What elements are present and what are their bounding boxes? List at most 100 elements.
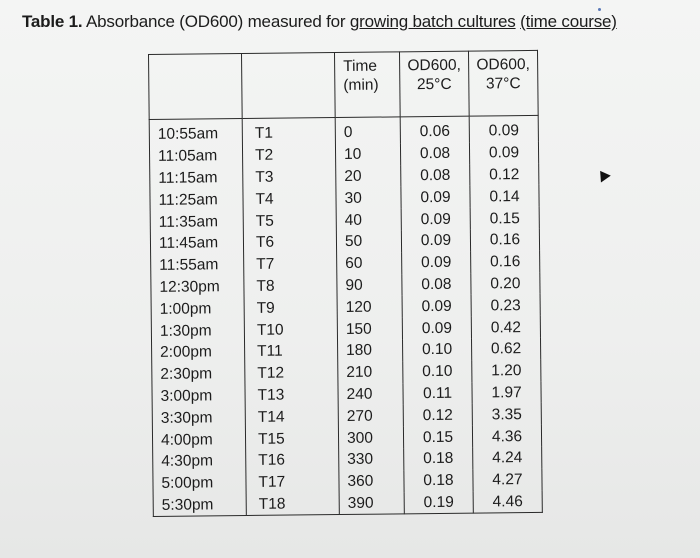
cell-timepoint: T12 [244,361,338,385]
cell-clock-time: 11:55am [150,253,244,277]
cell-timepoint: T16 [245,448,339,472]
cell-clock-time: 11:15am [149,166,243,190]
table-row: 10:55am T1 0 0.06 0.09 [149,115,539,146]
table-container: Time (min) OD600, 25°C OD600, 37°C 10:55am T… [148,50,543,517]
cell-od600-37c: 4.46 [473,490,543,514]
header-clock-time [148,53,243,120]
cell-clock-time: 11:25am [149,188,244,212]
cell-time-min: 30 [335,186,402,210]
cell-od600-25c: 0.09 [401,207,471,231]
cell-od600-37c: 0.12 [469,163,539,187]
table-row: 5:30pm T18 390 0.19 4.46 [153,490,543,517]
cell-od600-25c: 0.18 [403,469,474,492]
cell-clock-time: 2:00pm [151,340,245,364]
cell-od600-37c: 0.09 [469,115,539,143]
cell-od600-37c: 1.20 [471,359,541,383]
cell-od600-25c: 0.06 [400,116,470,144]
cell-clock-time: 11:45am [150,231,244,255]
cell-od600-25c: 0.08 [400,164,470,187]
cell-timepoint: T5 [243,209,337,232]
cell-od600-25c: 0.18 [403,447,473,471]
cell-time-min: 240 [337,382,404,406]
caption-label: Table 1. [22,12,83,31]
cell-od600-37c: 0.09 [469,141,539,165]
cell-time-min: 270 [338,404,404,428]
cell-od600-25c: 0.12 [403,403,473,427]
cell-od600-25c: 0.09 [401,251,471,274]
cell-od600-37c: 0.62 [471,337,541,361]
blue-dot [598,8,601,11]
cell-od600-37c: 1.97 [471,381,542,404]
cell-od600-37c: 0.16 [470,250,540,274]
cell-od600-37c: 0.15 [470,207,540,230]
cell-timepoint: T13 [244,383,339,407]
absorbance-table: Time (min) OD600, 25°C OD600, 37°C 10:55am T… [148,50,543,517]
cell-time-min: 120 [337,295,403,319]
caption-text: Absorbance (OD600) measured for [82,12,350,31]
cell-od600-25c: 0.10 [402,360,472,383]
cell-clock-time: 1:30pm [151,319,245,342]
cell-od600-37c: 0.20 [470,272,541,296]
cell-od600-25c: 0.15 [403,425,473,449]
cell-timepoint: T6 [243,231,337,254]
header-line: OD600, [407,56,461,75]
cell-od600-25c: 0.10 [402,338,472,362]
cell-od600-37c: 4.24 [472,446,542,470]
cell-clock-time: 12:30pm [150,275,245,299]
cell-time-min: 50 [336,230,402,253]
cell-time-min: 330 [338,448,404,471]
table-caption: Table 1. Absorbance (OD600) measured for… [22,12,617,32]
caption-time-course: (time course) [520,12,617,31]
cell-time-min: 40 [336,208,402,232]
cell-od600-25c: 0.09 [401,229,471,253]
cell-time-min: 180 [337,339,403,362]
cell-clock-time: 11:35am [150,210,244,233]
header-line: (min) [343,76,379,94]
cell-timepoint: T3 [242,165,336,189]
header-od600-25c: OD600, 25°C [399,51,470,117]
cell-od600-25c: 0.08 [400,142,470,165]
cell-time-min: 20 [335,164,401,188]
cell-time-min: 300 [338,426,404,449]
cell-od600-37c: 0.14 [469,185,540,208]
header-line: 25°C [416,75,452,94]
cell-timepoint: T10 [244,318,338,341]
cell-clock-time: 4:30pm [152,449,246,473]
cell-timepoint: T8 [243,274,338,298]
cell-od600-25c: 0.08 [401,273,472,296]
cell-od600-37c: 0.42 [471,316,541,339]
cell-clock-time: 5:00pm [152,471,247,495]
cell-clock-time: 4:00pm [152,428,246,451]
cell-time-min: 360 [338,470,405,493]
cell-timepoint: T15 [245,427,339,450]
cell-timepoint: T4 [242,187,337,211]
cell-od600-25c: 0.09 [402,295,472,318]
cell-od600-37c: 0.23 [471,294,541,317]
cell-od600-37c: 3.35 [472,403,542,426]
cell-od600-25c: 0.09 [402,316,472,340]
cell-timepoint: T11 [244,339,338,363]
cell-clock-time: 3:30pm [152,406,246,430]
cell-od600-37c: 0.16 [470,228,540,252]
cell-od600-25c: 0.11 [402,382,473,405]
cell-timepoint: T7 [243,252,337,276]
cell-time-min: 10 [335,143,401,166]
cell-clock-time: 3:00pm [151,384,246,408]
cell-clock-time: 5:30pm [153,493,247,517]
cell-clock-time: 11:05am [149,144,243,168]
cell-timepoint: T18 [246,492,340,516]
cell-time-min: 0 [335,116,401,144]
header-line: OD600, [476,56,530,74]
cell-od600-37c: 4.27 [472,468,543,492]
cell-timepoint: T9 [244,296,338,320]
cell-timepoint: T17 [245,470,340,494]
cell-timepoint: T14 [245,405,339,429]
cell-time-min: 60 [336,252,402,275]
cell-od600-25c: 0.09 [400,186,471,209]
header-line: Time [343,57,378,75]
cell-time-min: 210 [337,361,403,384]
mouse-cursor-icon [595,167,611,183]
cell-clock-time: 2:30pm [151,362,245,386]
header-timepoint [241,52,336,119]
caption-underlined-phrase: growing batch cultures [349,12,516,31]
